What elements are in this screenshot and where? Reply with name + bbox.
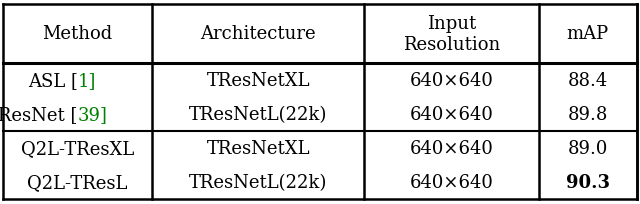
Text: TResNet [: TResNet [ [0,105,77,123]
Text: ASL [1]: ASL [1] [44,71,112,89]
Text: 1]: 1] [77,71,96,89]
Text: Q2L-TResXL: Q2L-TResXL [21,139,134,157]
Text: ASL [: ASL [ [28,71,77,89]
Text: TResNetXL: TResNetXL [207,71,310,89]
Text: TResNetL(22k): TResNetL(22k) [189,105,328,123]
Text: Method: Method [42,25,113,43]
Text: Input
Resolution: Input Resolution [403,15,500,53]
Text: 89.0: 89.0 [568,139,608,157]
Text: 640×640: 640×640 [410,139,493,157]
Text: Q2L-TResL: Q2L-TResL [28,173,128,191]
Text: 90.3: 90.3 [566,173,610,191]
Text: 89.8: 89.8 [568,105,608,123]
Text: TResNetL(22k): TResNetL(22k) [189,173,328,191]
Text: 88.4: 88.4 [568,71,608,89]
Text: mAP: mAP [566,25,609,43]
Text: 640×640: 640×640 [410,173,493,191]
Text: 640×640: 640×640 [410,71,493,89]
Text: TResNetXL: TResNetXL [207,139,310,157]
Text: 39]: 39] [77,105,108,123]
Text: TResNet [39]: TResNet [39] [17,105,138,123]
Text: Architecture: Architecture [200,25,316,43]
Text: 640×640: 640×640 [410,105,493,123]
